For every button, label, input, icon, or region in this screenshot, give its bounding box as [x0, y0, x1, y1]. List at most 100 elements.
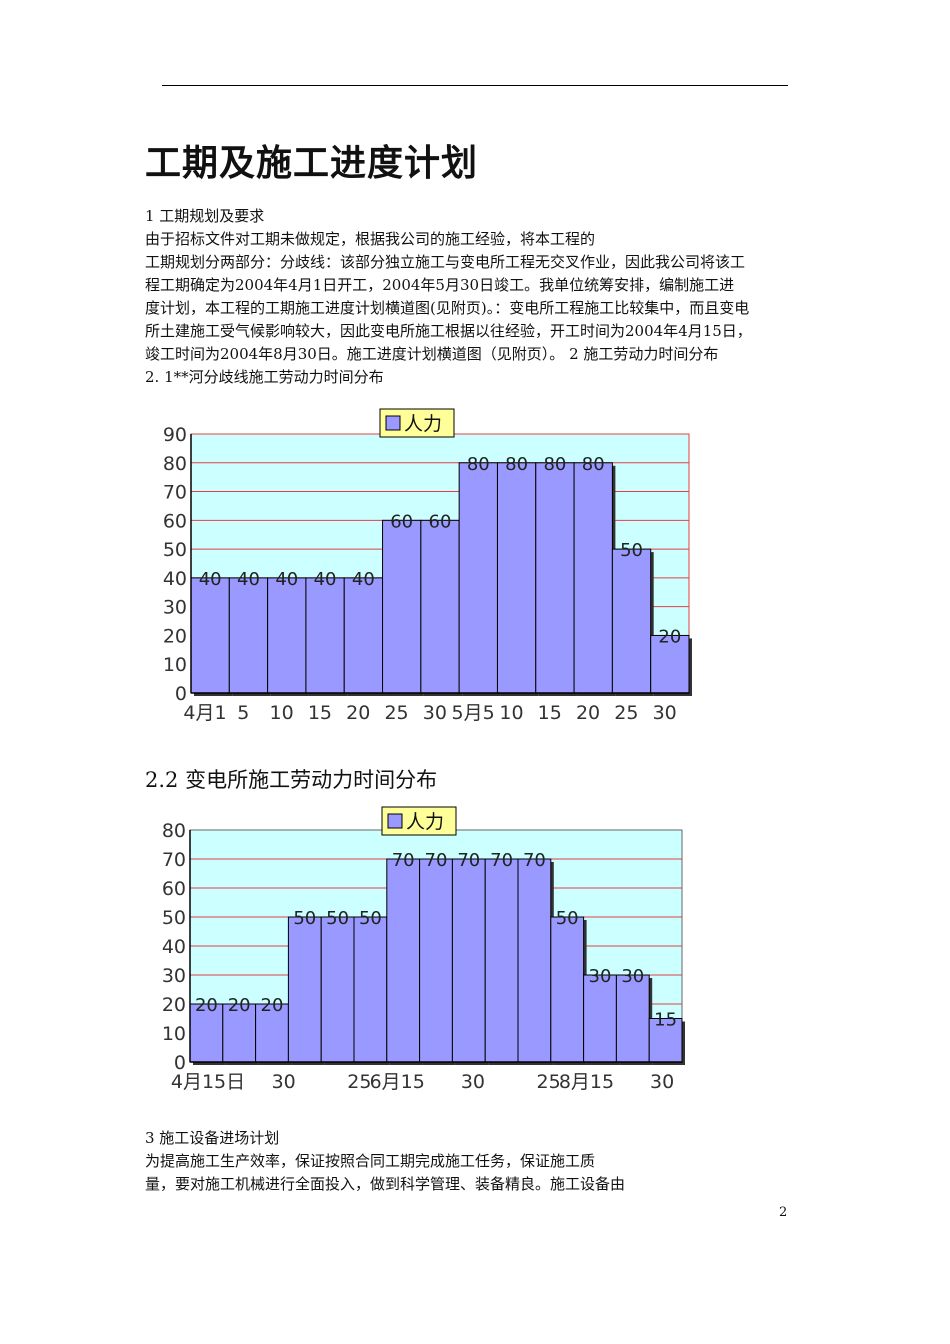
- y-tick-label: 70: [163, 482, 187, 504]
- x-tick-label: 30: [653, 702, 677, 724]
- bar: [611, 548, 652, 694]
- bar: [228, 577, 269, 694]
- bar-value-label: 20: [658, 626, 681, 647]
- section-3: 3 施工设备进场计划 为提高施工生产效率，保证按照合同工期完成施工任务，保证施工…: [145, 1127, 625, 1196]
- y-tick-label: 30: [163, 597, 187, 619]
- bar: [382, 519, 422, 694]
- bar-value-label: 60: [429, 511, 452, 532]
- bar: [451, 858, 486, 1063]
- section-2-2-heading: 2.2 变电所施工劳动力时间分布: [145, 768, 438, 792]
- y-tick-label: 20: [163, 625, 187, 647]
- bar-value-label: 50: [556, 908, 579, 929]
- y-tick-label: 60: [162, 878, 186, 900]
- section-3-heading: 3 施工设备进场计划: [145, 1129, 280, 1147]
- bar-value-label: 80: [543, 454, 566, 475]
- x-tick-label: 25: [614, 702, 638, 724]
- bar-value-label: 40: [275, 569, 298, 590]
- bar: [419, 858, 453, 1063]
- header-rule: [162, 85, 788, 86]
- x-tick-label: 25: [347, 1071, 371, 1093]
- x-tick-label: 4月1: [183, 702, 226, 724]
- section-1-line: 竣工时间为2004年8月30日。施工进度计划横道图（见附页）。 2 施工劳动力时…: [145, 345, 719, 363]
- y-tick-label: 40: [162, 936, 186, 958]
- bar-value-label: 20: [195, 995, 218, 1016]
- bar-value-label: 70: [457, 850, 480, 871]
- bar: [353, 916, 388, 1063]
- bar-value-label: 50: [620, 540, 643, 561]
- bar: [517, 858, 552, 1063]
- section-1-line: 由于招标文件对工期未做规定，根据我公司的施工经验，将本工程的: [145, 230, 596, 248]
- section-1-line: 所土建施工受气候影响较大，因此变电所施工根据以往经验，开工时间为2004年4月1…: [145, 322, 752, 340]
- bar-value-label: 70: [490, 850, 513, 871]
- y-tick-label: 0: [174, 1052, 186, 1074]
- y-tick-label: 40: [163, 568, 187, 590]
- y-tick-label: 80: [163, 453, 187, 475]
- bar-value-label: 70: [392, 850, 415, 871]
- section-3-line: 量，要对施工机械进行全面投入，做到科学管理、装备精良。施工设备由: [145, 1175, 626, 1193]
- bar-value-label: 80: [505, 454, 528, 475]
- bar-value-label: 30: [589, 966, 612, 987]
- bar: [583, 974, 617, 1063]
- bar: [343, 577, 384, 694]
- x-tick-label: 10: [270, 702, 294, 724]
- x-tick-label: 5: [237, 702, 249, 724]
- bar-value-label: 50: [359, 908, 382, 929]
- bar: [189, 1003, 224, 1063]
- bar-value-label: 70: [523, 850, 546, 871]
- y-tick-label: 70: [162, 849, 186, 871]
- bar-value-label: 70: [425, 850, 448, 871]
- x-tick-label: 30: [423, 702, 447, 724]
- bar: [648, 1018, 683, 1063]
- section-3-line: 为提高施工生产效率，保证按照合同工期完成施工任务，保证施工质: [145, 1152, 596, 1170]
- section-1-line: 程工期确定为2004年4月1日开工，2004年5月30日竣工。我单位统筹安排，编…: [145, 276, 735, 294]
- bar: [496, 462, 537, 694]
- bar: [320, 916, 355, 1063]
- section-1: 1 工期规划及要求 由于招标文件对工期未做规定，根据我公司的施工经验，将本工程的…: [145, 205, 752, 389]
- bar: [615, 974, 650, 1063]
- legend-label: 人力: [404, 413, 442, 435]
- y-tick-label: 50: [163, 539, 187, 561]
- y-tick-label: 20: [162, 994, 186, 1016]
- bar-value-label: 30: [621, 966, 644, 987]
- bar: [484, 858, 519, 1063]
- page-number: 2: [779, 1205, 788, 1220]
- bar-value-label: 40: [352, 569, 375, 590]
- bar: [458, 462, 498, 694]
- x-tick-label: 30: [272, 1071, 296, 1093]
- y-tick-label: 50: [162, 907, 186, 929]
- bar: [305, 577, 345, 694]
- bar-value-label: 15: [654, 1010, 677, 1031]
- page-title: 工期及施工进度计划: [145, 142, 479, 184]
- bar-value-label: 40: [199, 569, 222, 590]
- bar-value-label: 20: [228, 995, 251, 1016]
- bar-value-label: 80: [582, 454, 605, 475]
- section-1-line: 2. 1**河分歧线施工劳动力时间分布: [145, 368, 384, 386]
- x-tick-label: 4月15日: [171, 1071, 245, 1093]
- bar: [386, 858, 421, 1063]
- y-tick-label: 10: [162, 1023, 186, 1045]
- bar-value-label: 50: [293, 908, 316, 929]
- bar: [420, 519, 460, 694]
- y-tick-label: 60: [163, 510, 187, 532]
- x-tick-label: 15: [538, 702, 562, 724]
- bar-value-label: 20: [261, 995, 284, 1016]
- section-1-line: 工期规划分两部分：分歧线：该部分独立施工与变电所工程无交叉作业，因此我公司将该工: [145, 253, 746, 271]
- x-tick-label: 20: [346, 702, 370, 724]
- y-tick-label: 0: [175, 683, 187, 705]
- section-1-heading: 1 工期规划及要求: [145, 207, 265, 225]
- bar-value-label: 80: [467, 454, 490, 475]
- x-tick-label: 15: [308, 702, 332, 724]
- x-tick-label: 25: [537, 1071, 561, 1093]
- legend-label: 人力: [406, 811, 444, 833]
- bar-value-label: 60: [390, 511, 413, 532]
- y-tick-label: 10: [163, 654, 187, 676]
- x-tick-label: 10: [499, 702, 523, 724]
- legend-swatch: [387, 813, 403, 829]
- y-tick-label: 90: [163, 424, 187, 446]
- x-tick-label: 6月15: [370, 1071, 425, 1093]
- y-tick-label: 30: [162, 965, 186, 987]
- x-tick-label: 30: [650, 1071, 674, 1093]
- bar: [287, 916, 322, 1063]
- bar-value-label: 40: [237, 569, 260, 590]
